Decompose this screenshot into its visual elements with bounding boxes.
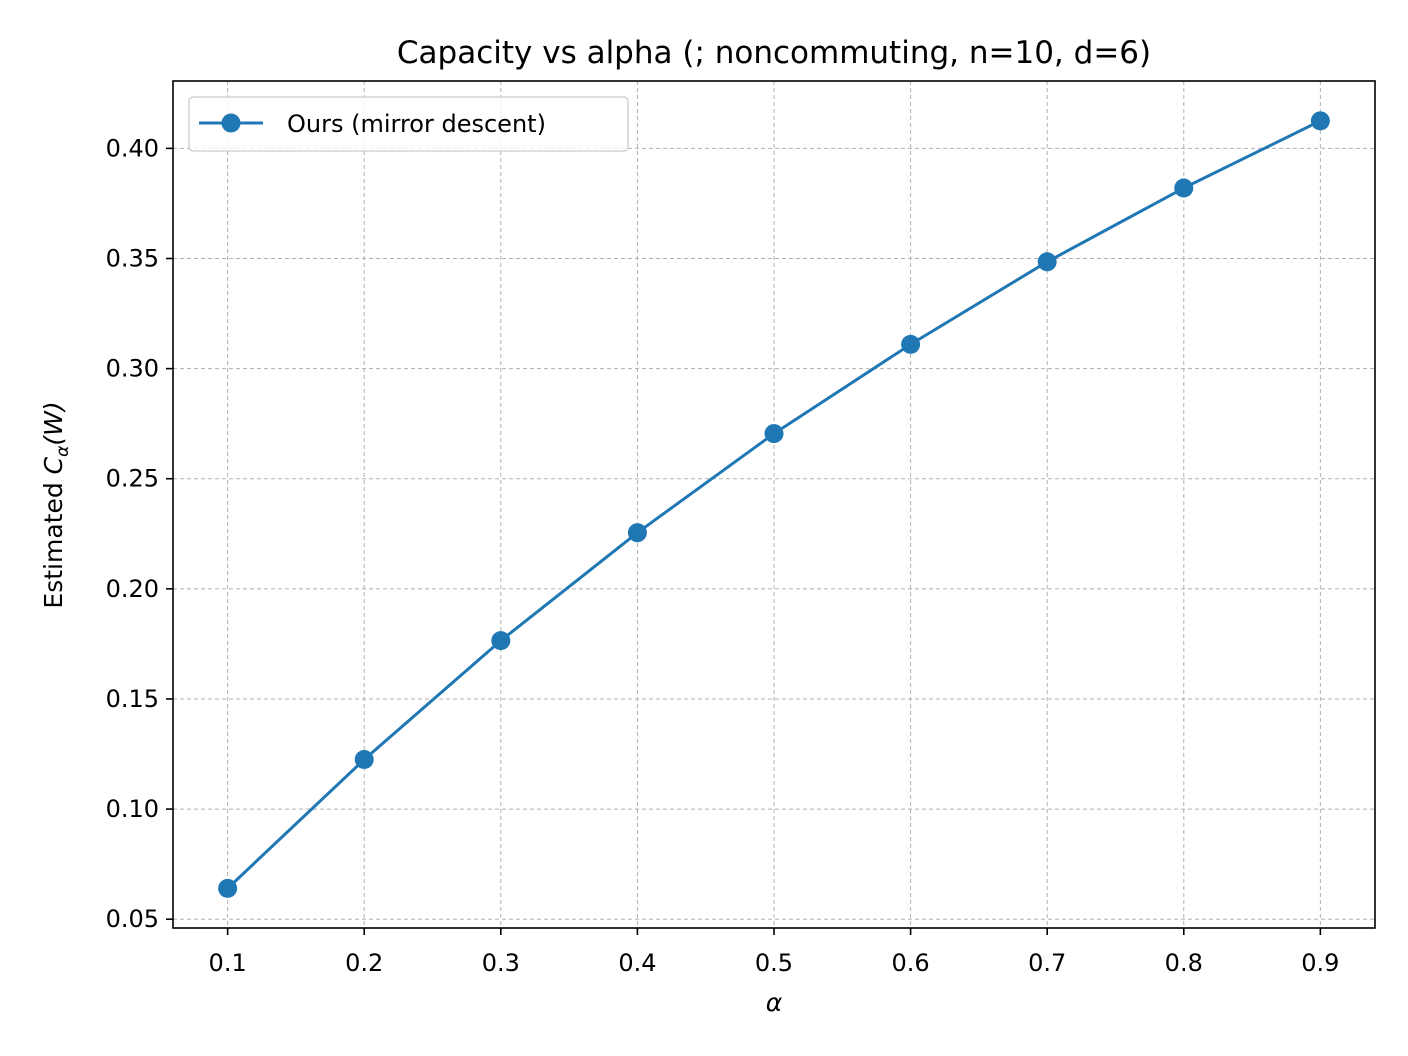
chart-title: Capacity vs alpha (; noncommuting, n=10,… [397, 35, 1151, 71]
legend-label: Ours (mirror descent) [287, 110, 546, 138]
x-axis-label: α [766, 988, 783, 1017]
x-tick-label: 0.8 [1165, 949, 1203, 977]
x-tick-label: 0.9 [1301, 949, 1339, 977]
data-point [1310, 111, 1330, 131]
x-tick-label: 0.3 [482, 949, 520, 977]
y-axis-label-subscript: α [53, 446, 73, 457]
x-tick-label: 0.6 [892, 949, 930, 977]
data-point [354, 750, 374, 770]
y-tick-label: 0.05 [106, 905, 159, 933]
y-tick-label: 0.30 [106, 355, 159, 383]
x-tick-label: 0.1 [209, 949, 247, 977]
data-point [901, 334, 921, 354]
tick-layer: 0.1 0.2 0.3 0.4 0.5 0.6 0.7 0.8 0.9 0.05 0.10 0.15 0… [106, 134, 1340, 977]
y-tick-label: 0.20 [106, 575, 159, 603]
x-tick-label: 0.4 [618, 949, 656, 977]
x-tick-label: 0.7 [1028, 949, 1066, 977]
legend-box [188, 96, 629, 152]
data-point [627, 523, 647, 543]
y-axis-label-symbol: C [39, 456, 68, 474]
y-tick-label: 0.40 [106, 134, 159, 162]
data-point [764, 424, 784, 444]
legend-marker-swatch [221, 113, 241, 133]
y-axis-label-suffix: (W) [39, 401, 68, 445]
y-tick-label: 0.25 [106, 465, 159, 493]
y-tick-label: 0.10 [106, 795, 159, 823]
y-tick-label: 0.15 [106, 685, 159, 713]
x-tick-label: 0.2 [345, 949, 383, 977]
y-axis-label: Estimated Cα(W) [39, 401, 73, 608]
x-tick-label: 0.5 [755, 949, 793, 977]
y-tick-label: 0.35 [106, 245, 159, 273]
y-axis-label-prefix: Estimated [39, 474, 68, 608]
data-point [1174, 178, 1194, 198]
data-point [1037, 252, 1057, 272]
legend: Ours (mirror descent) [188, 96, 629, 152]
grid-layer [173, 81, 1375, 928]
data-point [218, 878, 238, 898]
plot-frame [172, 80, 1376, 929]
data-point [491, 631, 511, 651]
series-layer [218, 111, 1330, 898]
